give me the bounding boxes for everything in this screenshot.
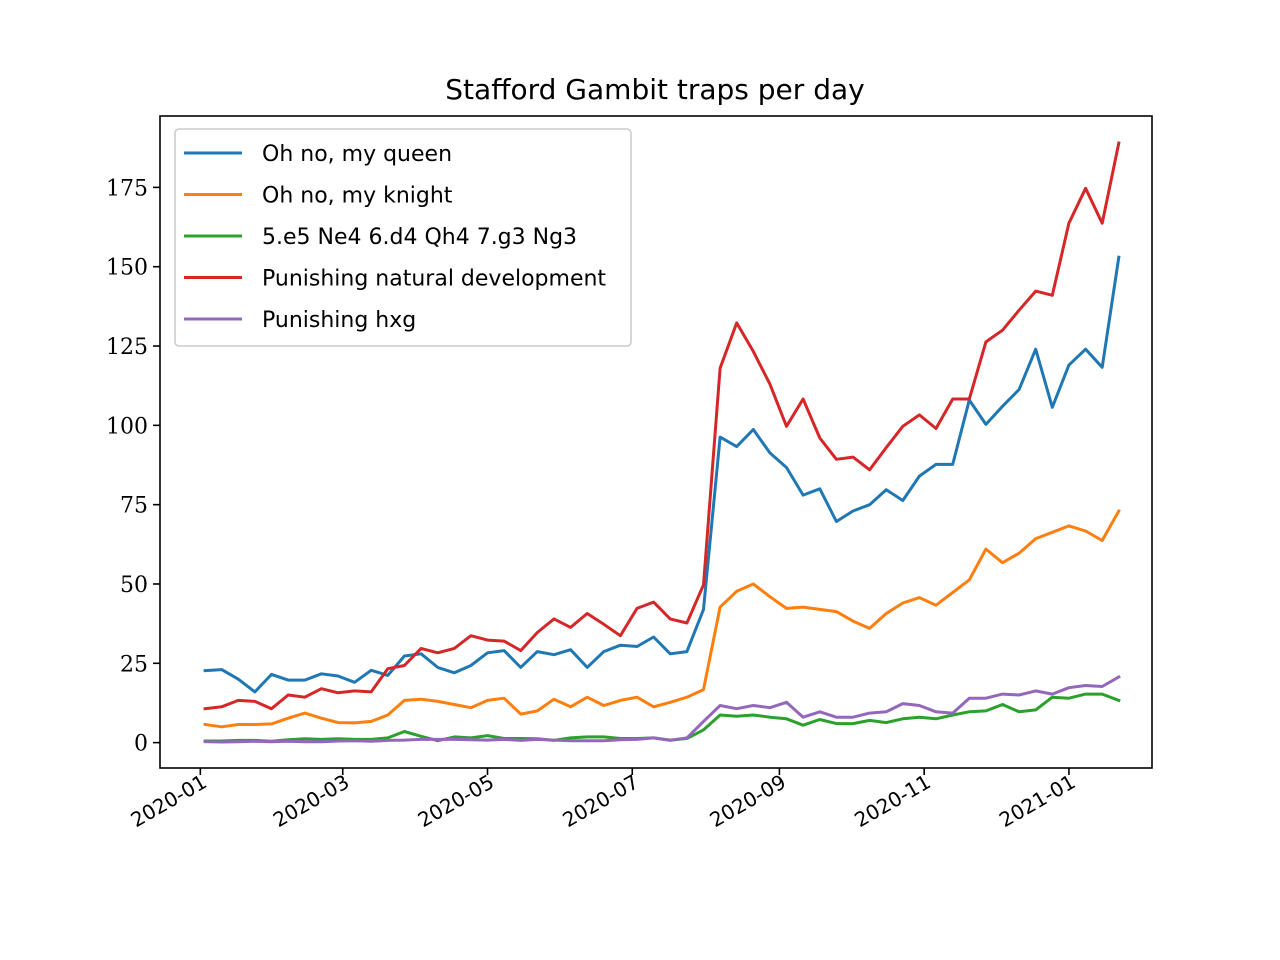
legend-label-4: Punishing hxg [262, 308, 416, 333]
y-tick-label: 125 [106, 335, 148, 360]
legend-label-2: 5.e5 Ne4 6.d4 Qh4 7.g3 Ng3 [262, 225, 577, 250]
legend-box [174, 128, 632, 347]
y-axis: 0 25 50 75 100 125 150 175 [106, 176, 160, 757]
y-tick-label: 25 [120, 652, 148, 677]
y-tick-label: 100 [106, 414, 148, 439]
legend-label-3: Punishing natural development [262, 267, 606, 292]
plot-frame [159, 115, 1153, 769]
y-tick-label: 75 [120, 494, 148, 519]
series-line-4 [203, 674, 1121, 744]
legend: Oh no, my queen Oh no, my knight 5.e5 Ne4 … [174, 128, 632, 347]
y-tick-label: 175 [106, 176, 148, 201]
chart-title: Stafford Gambit traps per day [445, 73, 864, 106]
legend-label-0: Oh no, my queen [262, 142, 452, 167]
y-tick-label: 0 [134, 732, 148, 757]
series-line-1 [203, 508, 1121, 729]
series-lines [203, 141, 1121, 744]
legend-label-1: Oh no, my knight [262, 184, 453, 209]
y-tick-label: 50 [120, 573, 148, 598]
series-line-3 [203, 141, 1121, 711]
y-tick-label: 150 [106, 256, 148, 281]
series-line-0 [203, 255, 1121, 694]
